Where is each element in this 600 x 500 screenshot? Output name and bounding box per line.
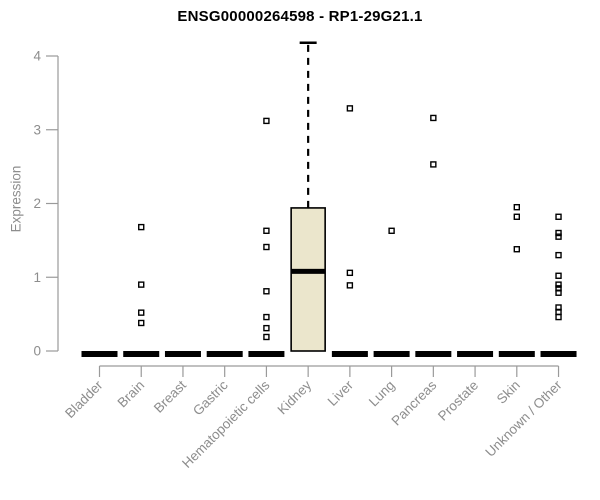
median-bar: [415, 351, 452, 357]
y-tick-label: 0: [33, 344, 41, 359]
median-bar: [373, 351, 410, 357]
outlier-point: [138, 309, 145, 316]
x-tick-label: Brain: [114, 378, 147, 411]
outlier-point: [430, 161, 437, 168]
outlier-point: [388, 227, 395, 234]
outlier-point: [138, 319, 145, 327]
outlier-point: [513, 213, 520, 220]
outlier-point: [555, 289, 562, 296]
x-tick-label: Lung: [366, 378, 398, 410]
median-bar: [540, 351, 577, 357]
median-bar: [457, 351, 494, 357]
median-line: [291, 268, 326, 274]
median-bar: [206, 351, 243, 357]
outlier-point: [555, 229, 562, 237]
median-bar: [123, 351, 160, 357]
outlier-point: [346, 282, 354, 289]
y-tick-label: 2: [33, 196, 41, 211]
y-tick-label: 1: [33, 270, 41, 285]
outlier-point: [138, 281, 145, 288]
y-tick-label: 4: [33, 49, 41, 64]
x-tick-label: Unknown / Other: [482, 377, 565, 460]
outlier-point: [555, 313, 562, 321]
median-bar: [164, 351, 201, 357]
outlier-point: [555, 251, 562, 259]
median-bar: [248, 351, 285, 357]
outlier-point: [263, 243, 270, 251]
outlier-point: [513, 246, 520, 253]
median-bar: [331, 351, 368, 357]
x-tick-label: Prostate: [435, 378, 481, 424]
outlier-point: [346, 269, 354, 277]
outlier-point: [555, 281, 562, 288]
x-tick-label: Breast: [151, 377, 189, 415]
outlier-point: [263, 117, 270, 125]
x-tick-label: Gastric: [190, 377, 231, 418]
outlier-point: [263, 333, 270, 341]
outlier-point: [555, 213, 562, 220]
outlier-point: [346, 105, 354, 112]
box: [290, 207, 326, 352]
outlier-point: [138, 223, 145, 231]
outlier-point: [555, 272, 562, 279]
y-tick-label: 3: [33, 122, 41, 137]
median-bar: [498, 351, 535, 357]
x-tick-label: Skin: [494, 378, 523, 407]
outlier-point: [263, 313, 270, 321]
median-bar: [81, 351, 118, 357]
outlier-point: [513, 203, 520, 211]
x-tick-label: Liver: [325, 377, 357, 409]
outlier-point: [263, 288, 270, 295]
outlier-point: [555, 233, 562, 240]
chart-title: ENSG00000264598 - RP1-29G21.1: [177, 8, 423, 25]
outlier-point: [263, 227, 270, 234]
x-tick-label: Bladder: [62, 377, 106, 421]
x-tick-label: Kidney: [274, 377, 314, 417]
x-tick-label: Pancreas: [389, 377, 440, 428]
outlier-point: [430, 114, 437, 122]
outlier-point: [263, 324, 270, 332]
